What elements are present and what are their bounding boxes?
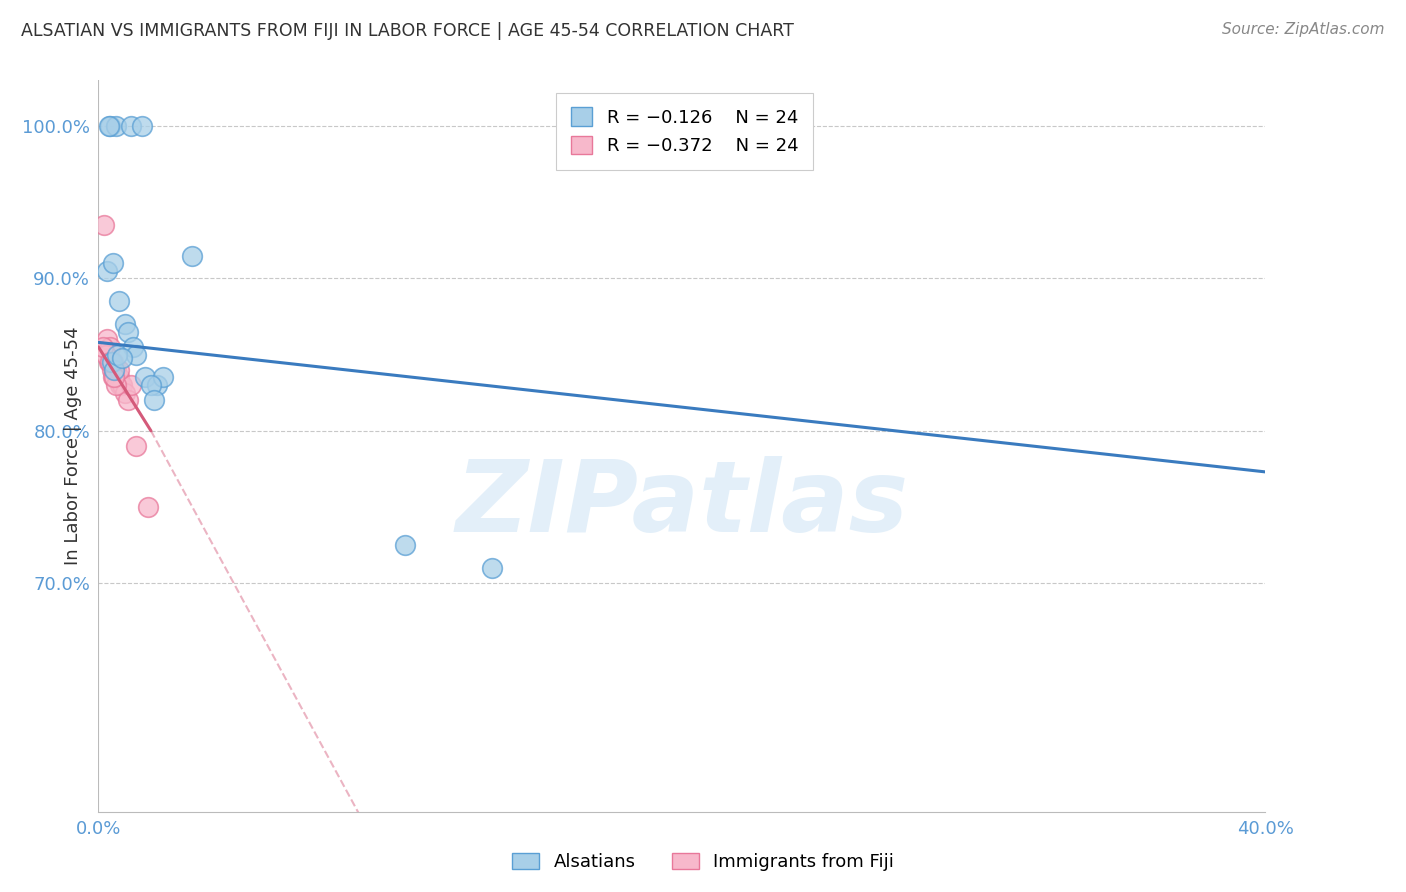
Text: ALSATIAN VS IMMIGRANTS FROM FIJI IN LABOR FORCE | AGE 45-54 CORRELATION CHART: ALSATIAN VS IMMIGRANTS FROM FIJI IN LABO… (21, 22, 794, 40)
Point (120, 119, 142, 133)
Point (111, 378, 134, 392)
Point (103, 370, 125, 384)
Point (97, 355, 120, 369)
Point (117, 393, 139, 408)
Point (105, 370, 128, 384)
Point (394, 538, 416, 552)
Point (101, 355, 124, 369)
Point (97, 119, 120, 133)
Point (104, 378, 127, 392)
Point (139, 378, 162, 392)
Text: ZIPatlas: ZIPatlas (456, 456, 908, 553)
Point (180, 248, 202, 262)
Point (103, 363, 125, 377)
Point (146, 378, 169, 392)
Point (108, 294, 131, 309)
Point (98, 355, 121, 369)
Point (105, 348, 128, 362)
Point (104, 119, 127, 133)
Point (96, 332, 118, 346)
Point (91, 340, 114, 354)
Point (120, 378, 142, 392)
Point (98, 119, 121, 133)
Point (98, 340, 121, 354)
Point (108, 363, 131, 377)
Point (114, 385, 136, 400)
Point (108, 370, 131, 384)
Text: Source: ZipAtlas.com: Source: ZipAtlas.com (1222, 22, 1385, 37)
Point (96, 264, 118, 278)
Point (117, 325, 139, 339)
Point (136, 500, 159, 514)
Point (114, 317, 136, 331)
Point (131, 119, 153, 133)
Point (152, 370, 174, 384)
Legend: Alsatians, Immigrants from Fiji: Alsatians, Immigrants from Fiji (505, 846, 901, 879)
Point (104, 363, 127, 377)
Point (101, 256, 124, 270)
Point (103, 363, 125, 377)
Point (125, 348, 148, 362)
Y-axis label: In Labor Force | Age 45-54: In Labor Force | Age 45-54 (63, 326, 82, 566)
Point (100, 363, 122, 377)
Point (111, 351, 134, 365)
Point (101, 370, 124, 384)
Legend: R = −0.126    N = 24, R = −0.372    N = 24: R = −0.126 N = 24, R = −0.372 N = 24 (557, 93, 813, 169)
Point (142, 393, 165, 408)
Point (134, 370, 156, 384)
Point (481, 561, 503, 575)
Point (94, 348, 117, 362)
Point (122, 340, 145, 354)
Point (93, 218, 115, 232)
Point (125, 439, 148, 453)
Point (100, 355, 122, 369)
Point (110, 378, 132, 392)
